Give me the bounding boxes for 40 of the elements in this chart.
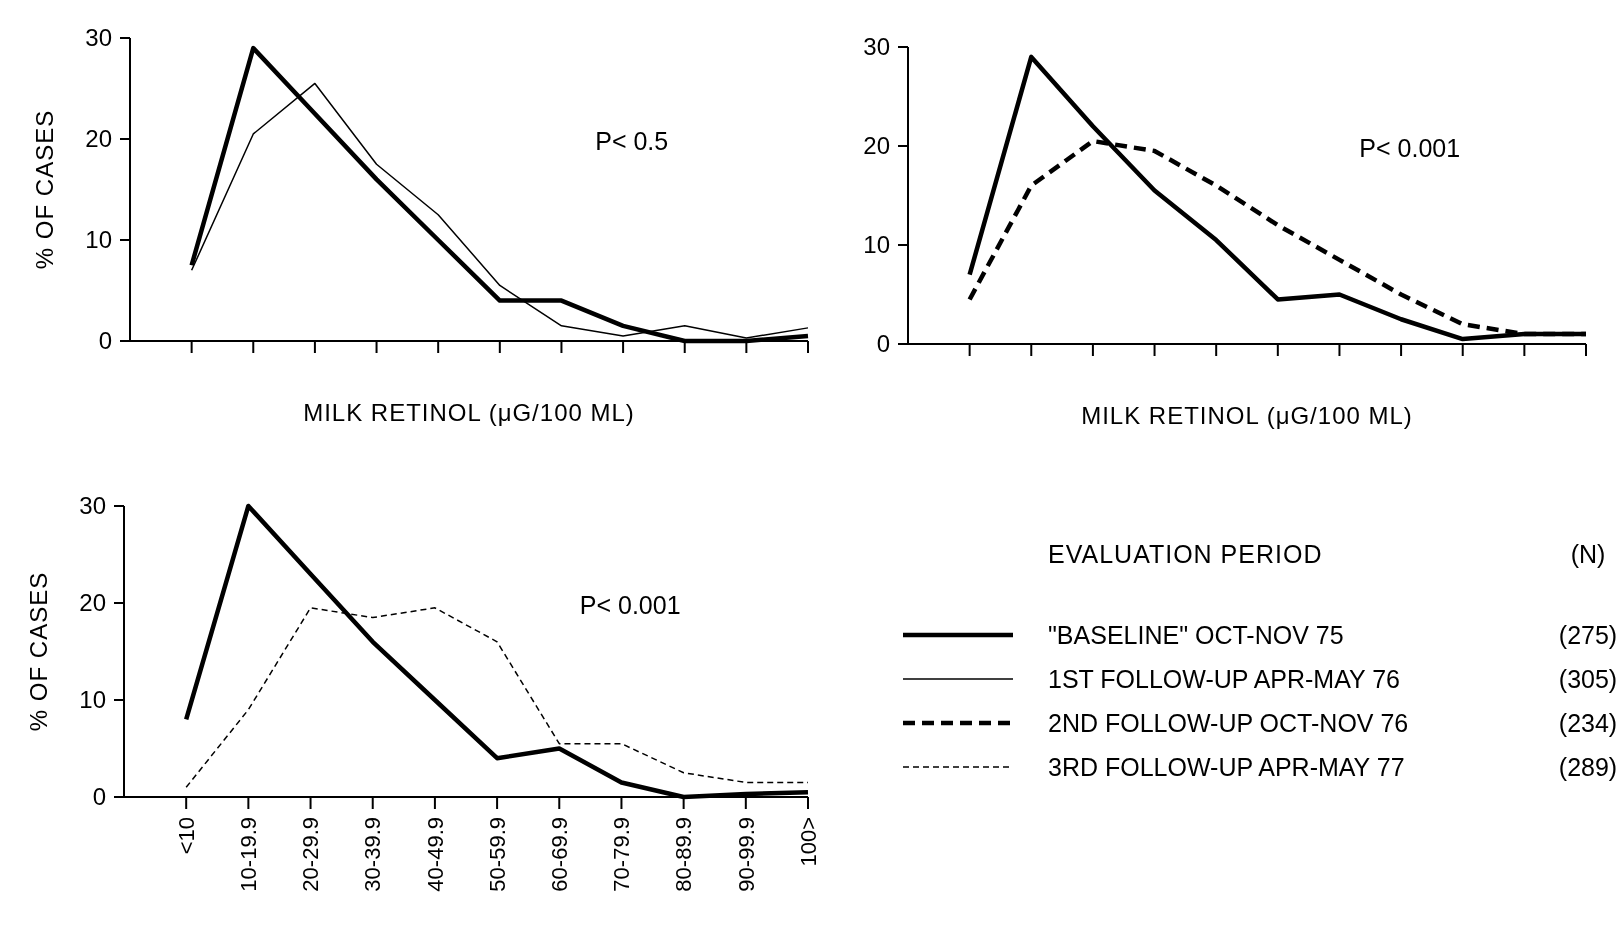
legend-label: 3RD FOLLOW-UP APR-MAY 77	[1048, 752, 1405, 781]
x-tick-label: 70-79.9	[609, 817, 635, 892]
x-axis-title: MILK RETINOL (μG/100 ML)	[1081, 402, 1413, 429]
annotation: P< 0.001	[1359, 133, 1461, 162]
text: (275)	[1558, 620, 1618, 649]
text: (N)	[1570, 540, 1606, 568]
legend-title: EVALUATION PERIOD	[1048, 540, 1323, 568]
y-tick-label: 10	[863, 231, 890, 259]
y-tick-label: 30	[863, 33, 890, 61]
x-axis-title: MILK RETINOL (μG/100 ML)	[303, 399, 635, 426]
y-tick-label: 30	[79, 492, 106, 520]
x-tick-label: 20-29.9	[298, 817, 324, 892]
x-tick-label: 30-39.9	[360, 817, 386, 892]
legend-label: "BASELINE" OCT-NOV 75	[1048, 620, 1344, 649]
y-tick-label: 20	[85, 125, 112, 153]
y-axis-title: % OF CASES	[25, 571, 53, 732]
y-tick-label: 0	[876, 330, 890, 358]
y-tick-label: 20	[863, 132, 890, 160]
x-tick-label: 10-19.9	[236, 817, 262, 892]
y-tick-label: 10	[79, 686, 106, 714]
annotation: P< 0.001	[579, 590, 681, 619]
x-tick-label: <10	[173, 817, 199, 855]
x-tick-label: 90-99.9	[733, 817, 759, 892]
text: (289)	[1558, 752, 1618, 781]
legend-label: 2ND FOLLOW-UP OCT-NOV 76	[1048, 708, 1409, 737]
text: (234)	[1558, 708, 1618, 737]
x-tick-label: 40-49.9	[422, 817, 448, 892]
x-tick-label: 100>	[795, 817, 821, 867]
y-tick-label: 20	[79, 589, 106, 617]
y-tick-label: 10	[85, 226, 112, 254]
legend-label: 1ST FOLLOW-UP APR-MAY 76	[1048, 664, 1400, 693]
y-tick-label: 0	[92, 783, 106, 811]
x-tick-label: 80-89.9	[671, 817, 697, 892]
y-axis-title: % OF CASES	[31, 109, 59, 270]
y-tick-label: 0	[98, 327, 112, 355]
y-tick-label: 30	[85, 24, 112, 52]
x-tick-label: 60-69.9	[546, 817, 572, 892]
x-tick-label: 50-59.9	[484, 817, 510, 892]
text: (305)	[1558, 664, 1618, 693]
annotation: P< 0.5	[595, 127, 669, 156]
